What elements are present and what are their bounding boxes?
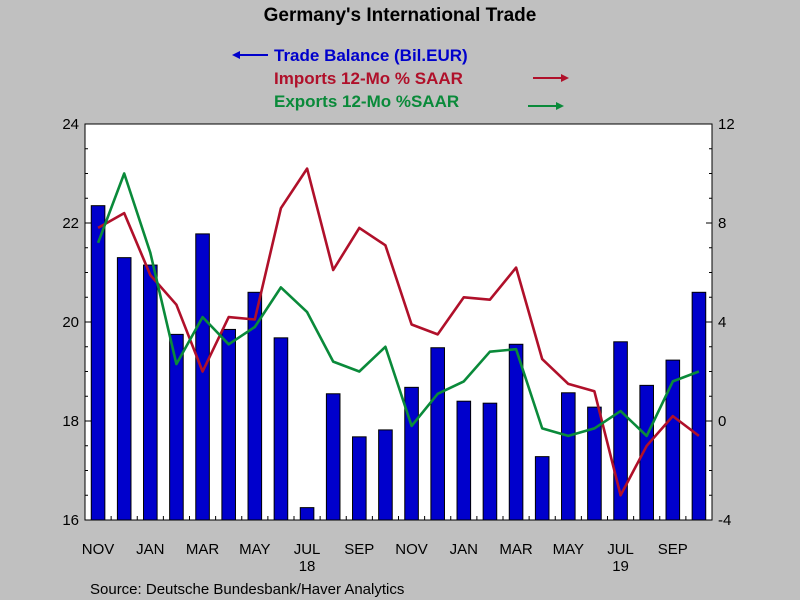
legend-arrow-trade-balance <box>232 51 268 59</box>
x-axis-tick-label: MAY <box>239 541 270 558</box>
trade-balance-bar <box>404 386 419 521</box>
right-axis-tick-label: 0 <box>718 413 726 430</box>
x-axis-tick-label: NOV <box>395 541 428 558</box>
trade-balance-bar <box>691 291 707 521</box>
trade-balance-bar <box>430 347 445 521</box>
x-axis-tick-label: NOV <box>82 541 115 558</box>
trade-balance-bar <box>299 507 315 521</box>
trade-balance-bar <box>534 456 550 521</box>
left-axis-tick-label: 20 <box>62 314 79 331</box>
left-axis-tick-label: 22 <box>62 215 79 232</box>
x-axis-tick-label: JUL <box>294 541 321 558</box>
chart-title: Germany's International Trade <box>264 5 537 26</box>
trade-balance-bar <box>143 264 158 521</box>
legend-label-exports: Exports 12-Mo %SAAR <box>274 92 459 111</box>
trade-balance-bar <box>378 429 393 521</box>
plot-area <box>84 123 713 521</box>
right-axis-tick-label: -4 <box>718 512 731 529</box>
x-axis-year-label: 18 <box>299 558 316 575</box>
trade-balance-bar <box>508 343 524 521</box>
legend-arrow-imports <box>533 74 569 82</box>
imports-line <box>97 167 700 497</box>
x-axis-tick-label: MAR <box>186 541 220 558</box>
x-axis-tick-label: JAN <box>136 541 164 558</box>
trade-balance-bar <box>613 341 628 521</box>
x-axis-tick-label: SEP <box>344 541 374 558</box>
legend: Trade Balance (Bil.EUR) Imports 12-Mo % … <box>232 46 569 111</box>
right-axis-tick-label: 8 <box>718 215 726 232</box>
trade-balance-bar <box>195 233 210 521</box>
trade-balance-bar <box>665 359 681 521</box>
trade-balance-bar <box>352 436 367 521</box>
right-axis-tick-label: 4 <box>718 314 726 331</box>
trade-balance-bar <box>169 333 184 521</box>
trade-balance-bar <box>90 205 106 521</box>
x-axis-tick-label: MAY <box>553 541 584 558</box>
trade-balance-bar <box>247 291 263 521</box>
exports-line <box>96 172 700 438</box>
right-axis-tick-label: 12 <box>718 116 735 133</box>
trade-balance-bar <box>587 406 602 521</box>
legend-label-imports: Imports 12-Mo % SAAR <box>274 69 463 88</box>
legend-arrow-exports <box>528 102 564 110</box>
x-axis-year-label: 19 <box>612 558 629 575</box>
x-axis-tick-label: SEP <box>658 541 688 558</box>
left-axis-tick-label: 18 <box>62 413 79 430</box>
x-axis-tick-label: JUL <box>607 541 634 558</box>
trade-balance-bar <box>561 392 576 521</box>
trade-balance-bar <box>221 328 236 521</box>
x-axis-tick-label: JAN <box>450 541 478 558</box>
trade-balance-bar <box>456 400 472 521</box>
left-axis-tick-label: 16 <box>62 512 79 529</box>
trade-balance-bar <box>325 393 341 521</box>
left-axis-tick-label: 24 <box>62 116 79 133</box>
chart-marks: 16 18 20 22 24 -4 0 4 8 12 NOV JAN MAR MAY JUL SEP NOV JA… <box>62 116 734 575</box>
trade-balance-bar <box>116 257 132 521</box>
trade-balance-bar <box>273 337 289 521</box>
trade-balance-bar <box>639 384 654 521</box>
source-note: Source: Deutsche Bundesbank/Haver Analyt… <box>90 581 404 598</box>
legend-label-trade-balance: Trade Balance (Bil.EUR) <box>274 46 468 65</box>
x-axis-tick-label: MAR <box>499 541 533 558</box>
trade-balance-bar <box>482 402 498 521</box>
